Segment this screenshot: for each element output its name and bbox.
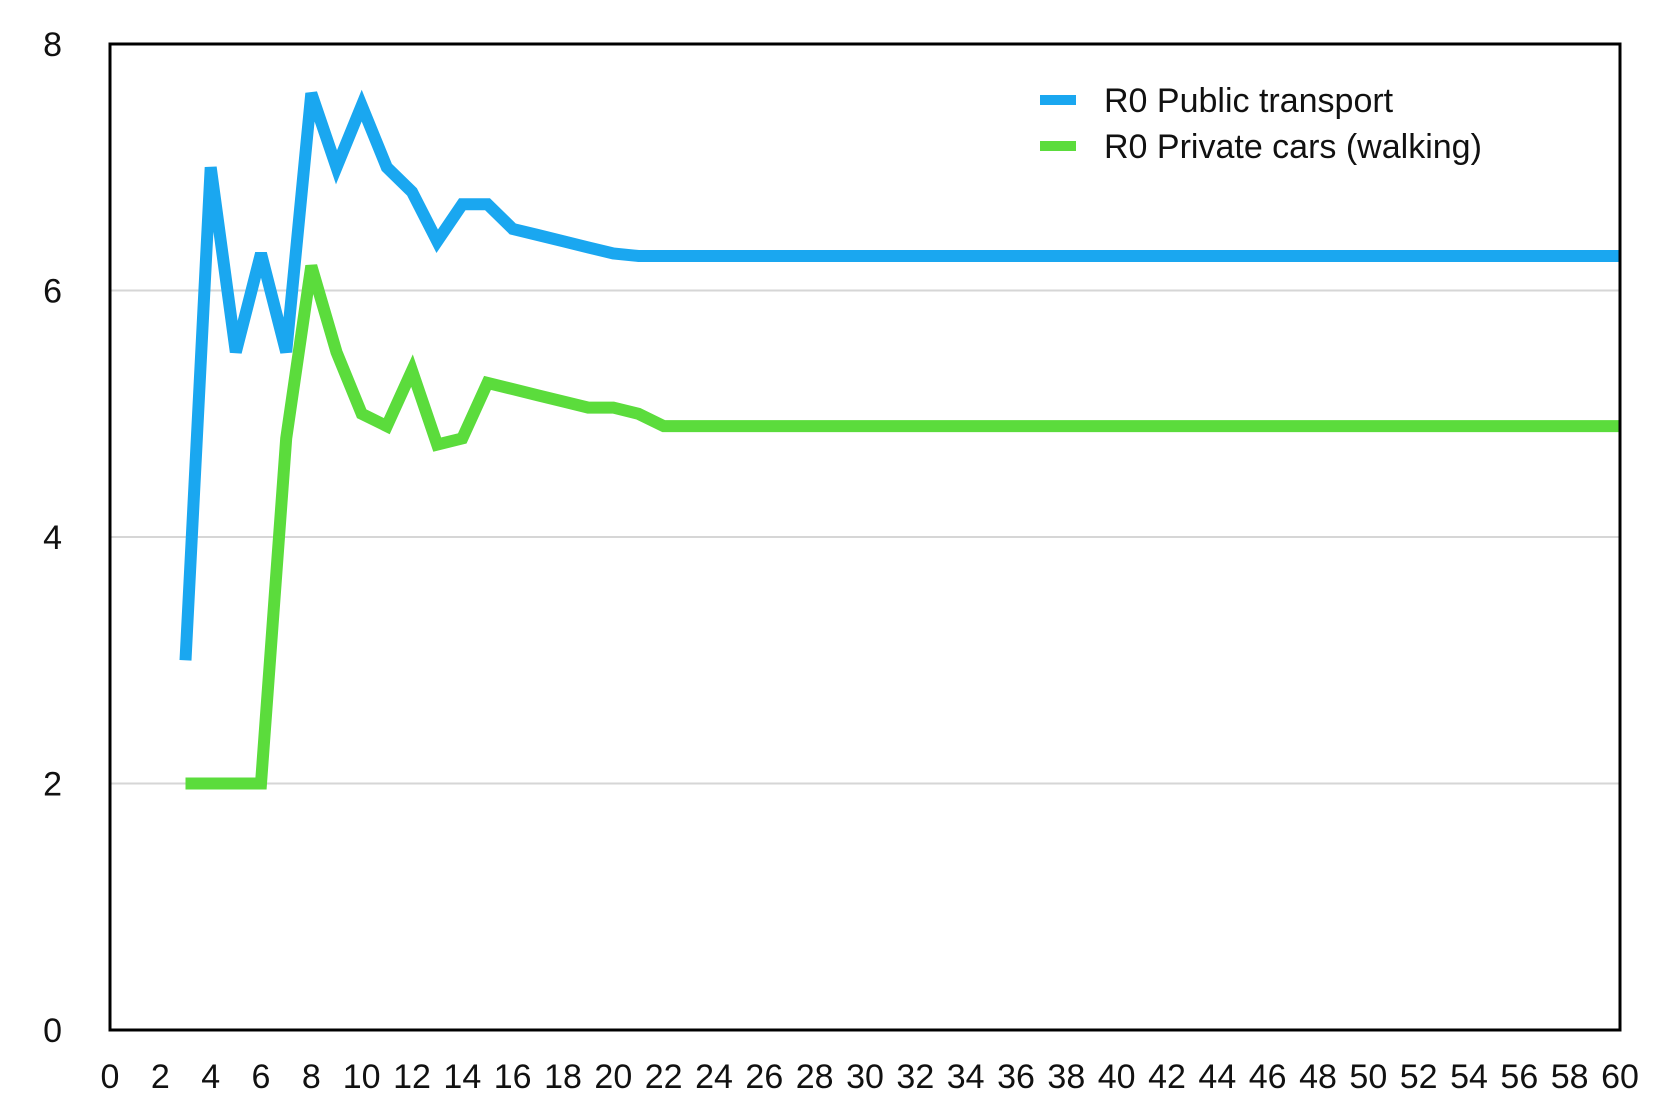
y-tick-label: 8 — [43, 26, 62, 64]
y-tick-label: 6 — [43, 273, 62, 311]
x-tick-label: 44 — [1198, 1058, 1236, 1096]
series-line-1 — [179, 89, 1620, 661]
x-axis-ticks: 0 2 4 6 8 10 12 14 16 18 20 22 24 26 28 30 32 34 36 38 40 42 4… — [101, 1058, 1639, 1096]
x-tick-label: 22 — [645, 1058, 683, 1096]
y-tick-label: 4 — [43, 519, 62, 557]
x-tick-label: 30 — [846, 1058, 884, 1096]
x-tick-label: 60 — [1601, 1058, 1639, 1096]
x-tick-label: 56 — [1500, 1058, 1538, 1096]
x-tick-label: 24 — [695, 1058, 733, 1096]
plot-frame — [108, 42, 1622, 1032]
x-tick-label: 8 — [302, 1058, 321, 1096]
x-tick-label: 42 — [1148, 1058, 1186, 1096]
series-lines — [179, 89, 1620, 790]
x-tick-label: 40 — [1098, 1058, 1136, 1096]
x-tick-label: 26 — [745, 1058, 783, 1096]
legend-label-2: R0 Private cars (walking) — [1104, 128, 1482, 166]
x-tick-label: 54 — [1450, 1058, 1488, 1096]
x-tick-label: 0 — [101, 1058, 120, 1096]
x-tick-label: 58 — [1551, 1058, 1589, 1096]
x-tick-label: 6 — [252, 1058, 271, 1096]
x-tick-label: 46 — [1249, 1058, 1287, 1096]
y-tick-label: 0 — [43, 1012, 62, 1050]
x-tick-label: 10 — [343, 1058, 381, 1096]
legend-label-1: R0 Public transport — [1104, 82, 1394, 120]
x-tick-label: 52 — [1400, 1058, 1438, 1096]
x-tick-label: 48 — [1299, 1058, 1337, 1096]
x-tick-label: 4 — [201, 1058, 220, 1096]
x-tick-label: 18 — [544, 1058, 582, 1096]
y-tick-label: 2 — [43, 766, 62, 804]
x-tick-label: 16 — [494, 1058, 532, 1096]
x-tick-label: 20 — [594, 1058, 632, 1096]
x-tick-label: 28 — [796, 1058, 834, 1096]
gridlines — [110, 289, 1620, 785]
x-tick-label: 32 — [896, 1058, 934, 1096]
x-tick-label: 2 — [151, 1058, 170, 1096]
x-tick-label: 50 — [1349, 1058, 1387, 1096]
x-tick-label: 34 — [947, 1058, 985, 1096]
y-axis-ticks: 0 2 4 6 8 — [43, 26, 62, 1050]
x-tick-label: 14 — [443, 1058, 481, 1096]
series-line-2 — [185, 264, 1620, 790]
x-tick-label: 38 — [1047, 1058, 1085, 1096]
x-tick-label: 36 — [997, 1058, 1035, 1096]
x-tick-label: 12 — [393, 1058, 431, 1096]
legend: R0 Public transport R0 Private cars (walk… — [1040, 82, 1482, 166]
